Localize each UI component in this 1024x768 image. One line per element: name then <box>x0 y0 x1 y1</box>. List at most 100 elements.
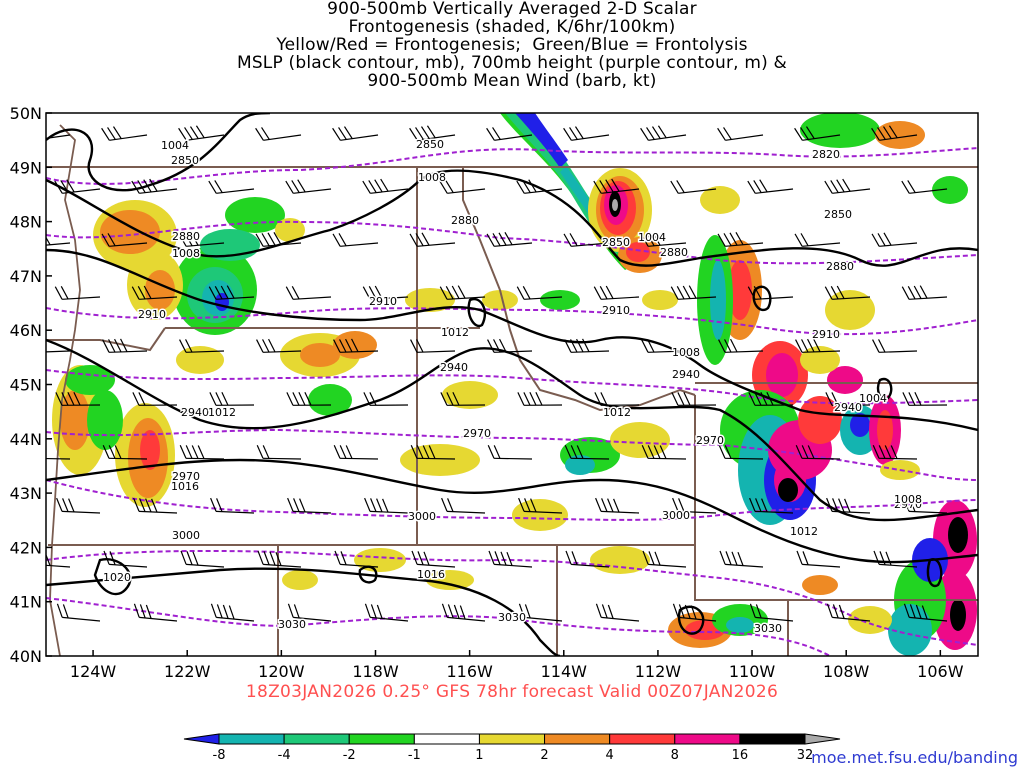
wind-barb <box>285 179 332 194</box>
wind-barb <box>871 232 918 247</box>
wind-barb <box>902 392 948 406</box>
wind-barb <box>873 550 918 568</box>
height-contour-label: 3030 <box>278 618 306 631</box>
height-contour-label: 2850 <box>824 208 852 221</box>
wind-barb <box>565 550 610 568</box>
wind-barbs <box>46 125 948 622</box>
height-contour-label: 2880 <box>826 260 854 273</box>
wind-barb <box>640 125 687 141</box>
wind-barb <box>55 391 101 406</box>
pressure-contour-label: 1004 <box>859 392 887 405</box>
colorbar-high-arrow <box>804 733 841 745</box>
wind-barb <box>410 339 456 353</box>
lat-label: 46N <box>10 321 42 340</box>
title-line-1: 900-500mb Vertically Averaged 2-D Scalar <box>327 0 697 19</box>
height-contour-label: 2970 <box>696 434 724 447</box>
lat-label: 47N <box>10 267 42 286</box>
wind-barb <box>595 497 640 514</box>
lat-label: 49N <box>10 158 42 177</box>
wind-barb <box>872 444 918 460</box>
wind-barb <box>563 233 610 247</box>
pressure-contour-label: 1020 <box>103 571 131 584</box>
wind-barb <box>46 552 71 568</box>
height-contour-label: 2850 <box>602 236 630 249</box>
wind-barb <box>564 444 610 460</box>
wind-barb <box>46 232 71 247</box>
wind-barb <box>364 497 409 514</box>
wind-barb <box>719 550 764 568</box>
wind-barb <box>518 603 563 622</box>
wind-barb <box>362 285 409 300</box>
wind-barb <box>179 444 225 460</box>
wind-barb <box>131 285 178 300</box>
wind-barb <box>255 232 302 247</box>
height-contour-label: 3000 <box>172 529 200 542</box>
wind-barb <box>718 338 764 353</box>
height-contour-label: 3030 <box>498 611 526 624</box>
lon-label: 114W <box>541 662 588 681</box>
wind-barb <box>440 392 486 406</box>
height-contour-labels: 2850 2850 2820 2880 2880 2850 2850 2880 2880 2910… <box>137 137 924 637</box>
wind-barb <box>210 603 255 622</box>
wind-barb <box>333 338 379 353</box>
wind-barb <box>825 392 871 406</box>
wind-barb <box>670 180 717 194</box>
pressure-contour-label: 1008 <box>672 346 700 359</box>
colorbar-segment <box>218 733 285 745</box>
wind-barb <box>103 550 148 568</box>
height-contour-label: 2940 <box>834 401 862 414</box>
wind-barb <box>672 497 717 514</box>
colorbar-label: -4 <box>278 748 291 763</box>
website-credit: moe.met.fsu.edu/banding <box>811 748 1018 767</box>
wind-barb <box>132 392 178 406</box>
height-contour-label: 2880 <box>172 230 200 243</box>
wind-barb <box>594 392 640 406</box>
colorbar-segment <box>413 733 480 745</box>
lat-label: 40N <box>10 647 42 666</box>
forecast-run-text: 18Z03JAN2026 0.25° GFS 78hr forecast Val… <box>245 682 779 702</box>
height-contour-label: 2910 <box>602 304 630 317</box>
wind-barb <box>671 392 717 406</box>
wind-barb <box>795 338 841 353</box>
wind-barb <box>46 457 71 460</box>
height-contour-label: 2970 <box>463 427 491 440</box>
wind-barb <box>640 232 687 247</box>
colorbar-segment <box>348 733 415 745</box>
wind-barb <box>901 180 948 194</box>
wind-barb <box>210 497 255 514</box>
title-line-4: MSLP (black contour, mb), 700mb height (… <box>236 53 788 73</box>
pressure-contour-label: 1008 <box>894 493 922 506</box>
wind-barb <box>133 603 178 622</box>
wind-barb <box>486 127 533 141</box>
wind-barb <box>748 391 794 406</box>
lon-label: 112W <box>635 662 682 681</box>
lat-label: 50N <box>10 104 42 123</box>
wind-barb <box>411 550 456 568</box>
wind-barb <box>208 180 255 194</box>
wind-barb <box>488 550 533 568</box>
wind-barb <box>56 603 101 622</box>
pressure-contour-label: 1004 <box>161 139 189 152</box>
colorbar-label: 4 <box>606 748 614 763</box>
wind-barb <box>794 233 841 247</box>
wind-barb <box>101 233 148 247</box>
colorbar-low-arrow <box>183 733 220 745</box>
title-line-5: 900-500mb Mean Wind (barb, kt) <box>367 71 657 91</box>
lat-label: 42N <box>10 538 42 557</box>
wind-barb <box>794 126 841 141</box>
lon-label: 116W <box>446 662 493 681</box>
wind-barb <box>56 497 101 514</box>
wind-barb <box>641 339 687 353</box>
colorbar-segment <box>739 733 806 745</box>
height-contour-label: 2940 <box>440 361 468 374</box>
wind-barb <box>101 126 148 141</box>
wind-barb <box>286 391 332 406</box>
height-contour-label: 2940 <box>672 368 700 381</box>
wind-barb <box>131 178 178 194</box>
wind-barb <box>363 392 409 406</box>
lat-label: 45N <box>10 376 42 395</box>
wind-barb <box>332 233 379 247</box>
lon-label: 122W <box>164 662 211 681</box>
pressure-contour-label: 1008 <box>172 247 200 260</box>
wind-barb <box>285 286 332 300</box>
